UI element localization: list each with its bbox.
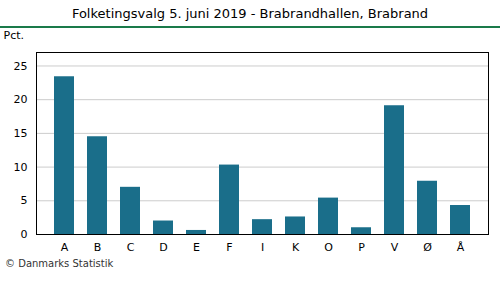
svg-text:C: C	[127, 241, 135, 254]
svg-text:E: E	[193, 241, 200, 254]
svg-text:I: I	[261, 241, 264, 254]
svg-text:V: V	[391, 241, 399, 254]
svg-text:25: 25	[14, 60, 28, 73]
svg-text:Pct.: Pct.	[4, 29, 25, 42]
svg-text:15: 15	[14, 127, 28, 140]
svg-text:A: A	[61, 241, 69, 254]
svg-text:10: 10	[14, 161, 28, 174]
svg-text:F: F	[226, 241, 232, 254]
svg-text:Ø: Ø	[423, 241, 432, 254]
svg-text:5: 5	[21, 194, 28, 207]
svg-text:20: 20	[14, 93, 28, 106]
svg-text:Å: Å	[457, 241, 465, 254]
svg-text:D: D	[159, 241, 167, 254]
svg-text:B: B	[94, 241, 102, 254]
svg-text:0: 0	[21, 228, 28, 241]
svg-text:K: K	[292, 241, 300, 254]
html-text:Folketingsvalg 5. juni 2019 -: Folketingsvalg 5. juni 2019 - Brabrandha…	[71, 6, 429, 21]
svg-text:O: O	[324, 241, 333, 254]
svg-text:P: P	[358, 241, 365, 254]
html-text:© Danmarks Statistik: © Danmarks Statistik	[5, 258, 114, 269]
